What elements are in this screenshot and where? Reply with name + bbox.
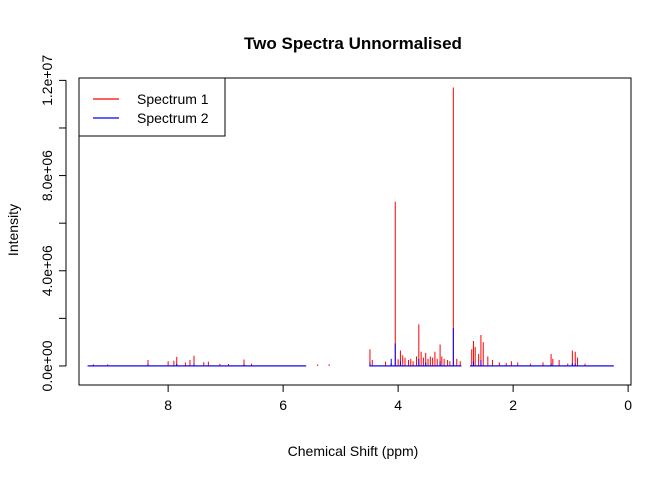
x-tick-label: 6 (279, 397, 287, 413)
y-axis-label: Intensity (5, 204, 21, 256)
x-tick-label: 8 (164, 397, 172, 413)
y-axis: 0.0e+00 4.0e+06 8.0e+06 1.2e+07 (39, 55, 67, 391)
x-axis-label: Chemical Shift (ppm) (288, 443, 419, 459)
y-tick-label: 1.2e+07 (39, 55, 55, 106)
x-tick-label: 4 (394, 397, 402, 413)
legend-label-spectrum-1: Spectrum 1 (137, 91, 209, 107)
x-axis: 8 6 4 2 0 (164, 384, 632, 413)
x-tick-label: 2 (509, 397, 517, 413)
legend-box (78, 77, 226, 137)
series-2 (87, 327, 614, 367)
x-tick-label: 0 (624, 397, 632, 413)
chart-title: Two Spectra Unnormalised (244, 34, 462, 53)
y-tick-label: 8.0e+06 (39, 150, 55, 201)
plot-area (87, 87, 614, 367)
legend-label-spectrum-2: Spectrum 2 (137, 110, 209, 126)
legend: Spectrum 1 Spectrum 2 (78, 77, 226, 137)
y-tick-label: 0.0e+00 (39, 340, 55, 391)
y-tick-label: 4.0e+06 (39, 245, 55, 296)
